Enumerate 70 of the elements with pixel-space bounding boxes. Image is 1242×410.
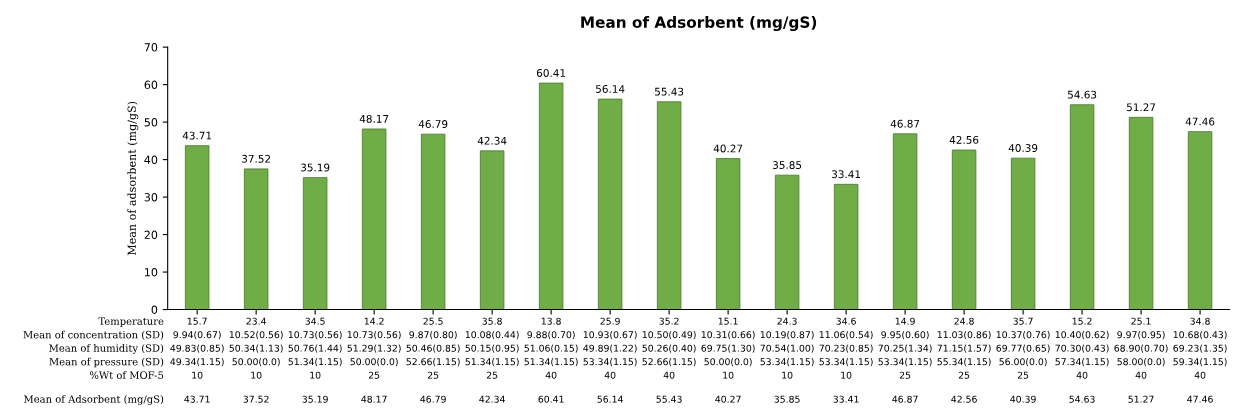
data-label: 42.34 — [477, 136, 507, 145]
category-label: 15.7 9.94(0.67) 49.83(0.85) 49.34(1.15) 10 43.71 — [170, 317, 224, 403]
data-label: 43.71 — [182, 131, 212, 140]
bar — [892, 133, 918, 310]
bar — [479, 150, 505, 310]
category-label: 14.9 9.95(0.60) 70.25(1.34) 53.34(1.15) 25 46.87 — [878, 317, 932, 403]
category-label: 25.1 9.97(0.95) 68.90(0.70) 58.00(0.0) 40 51.27 — [1114, 317, 1168, 403]
category-label: 34.5 10.73(0.56) 50.76(1.44) 51.34(1.15) 10 35.19 — [288, 317, 342, 403]
y-axis-title: Mean of adsorbent (mg/gS) — [127, 101, 139, 256]
category-label: 15.2 10.40(0.62) 70.30(0.43) 57.34(1.15) 40 54.63 — [1055, 317, 1109, 403]
data-label: 40.27 — [713, 144, 743, 153]
text: Mean of Adsorbent (mg/gS) — [23, 395, 164, 405]
y-tick-label: 50 — [144, 118, 158, 127]
category-label: 34.8 10.68(0.43) 69.23(1.35) 59.34(1.15) 40 47.46 — [1173, 317, 1227, 403]
category-label: 34.6 11.06(0.54) 70.23(0.85) 53.34(1.15) 10 33.41 — [819, 317, 873, 403]
bar — [833, 183, 859, 310]
data-label: 48.17 — [359, 114, 389, 123]
y-tick-label: 30 — [144, 193, 158, 202]
data-label: 46.87 — [890, 119, 920, 128]
bar — [1069, 104, 1095, 310]
bar — [184, 145, 210, 310]
bar — [243, 168, 269, 310]
data-label: 60.41 — [536, 69, 566, 77]
data-label: 51.27 — [1126, 103, 1156, 112]
y-tick-label: 60 — [144, 80, 158, 90]
bar — [1128, 116, 1154, 310]
category-label: 24.8 11.03(0.86) 71.15(1.57) 55.34(1.15) 25 42.56 — [937, 317, 991, 403]
category-label: 35.2 10.50(0.49) 50.26(0.40) 52.66(1.15) 40 55.43 — [642, 317, 696, 403]
bar — [951, 149, 977, 310]
bar — [538, 82, 564, 310]
category-label: 13.8 9.88(0.70) 51.06(0.15) 51.34(1.15) 40 60.41 — [524, 317, 578, 403]
data-label: 40.39 — [1008, 144, 1038, 152]
bar — [361, 128, 387, 310]
y-tick-label: 0 — [151, 305, 158, 314]
category-label: 15.1 10.31(0.66) 69.75(1.30) 50.00(0.0) 10 40.27 — [701, 317, 755, 403]
bar — [715, 158, 741, 310]
data-label: 42.56 — [949, 135, 979, 144]
data-label: 56.14 — [596, 85, 625, 93]
data-label: 35.19 — [301, 163, 330, 172]
text: Mean of pressure (SD) — [49, 357, 164, 368]
chart-title: Mean of Adsorbent (mg/gS) — [581, 16, 817, 31]
category-label: 25.9 10.93(0.67) 49.89(1.22) 53.34(1.15) 40 56.14 — [583, 317, 637, 403]
text: Mean of concentration (SD) — [23, 330, 164, 340]
y-tick-label: 70 — [144, 43, 158, 52]
category-label: 14.2 10.73(0.56) 51.29(1.32) 50.00(0.0) 25 48.17 — [347, 317, 401, 403]
bar — [302, 177, 328, 310]
data-label: 55.43 — [655, 87, 684, 96]
data-label: 54.63 — [1067, 90, 1097, 99]
text: Temperature — [98, 317, 164, 327]
text: Mean of humidity (SD) — [49, 344, 164, 354]
y-tick-label: 40 — [144, 155, 158, 164]
category-label: 23.4 10.52(0.56) 50.34(1.13) 50.00(0.0) 10 37.52 — [229, 317, 283, 403]
bar — [1010, 157, 1036, 310]
category-label: 24.3 10.19(0.87) 70.54(1.00) 53.34(1.15) 10 35.85 — [760, 317, 814, 403]
y-tick-label: 20 — [144, 230, 158, 239]
category-label: 25.5 9.87(0.80) 50.46(0.85) 52.66(1.15) 25 46.79 — [406, 317, 460, 403]
bar — [420, 133, 446, 310]
category-label: 35.7 10.37(0.76) 69.77(0.65) 56.00(0.0) 25 40.39 — [996, 317, 1050, 403]
bar — [1187, 131, 1213, 310]
data-label: 47.46 — [1185, 117, 1215, 126]
bar — [597, 98, 623, 310]
bar — [656, 101, 682, 310]
data-label: 35.85 — [773, 161, 802, 169]
y-tick-label: 10 — [145, 268, 158, 277]
data-label: 46.79 — [418, 120, 448, 128]
text: %Wt of MOF-5 — [89, 371, 164, 379]
category-label: 35.8 10.08(0.44) 50.15(0.95) 51.34(1.15) 25 42.34 — [465, 317, 519, 403]
bar — [774, 174, 800, 310]
data-label: 37.52 — [242, 154, 271, 163]
data-label: 33.41 — [832, 170, 861, 179]
